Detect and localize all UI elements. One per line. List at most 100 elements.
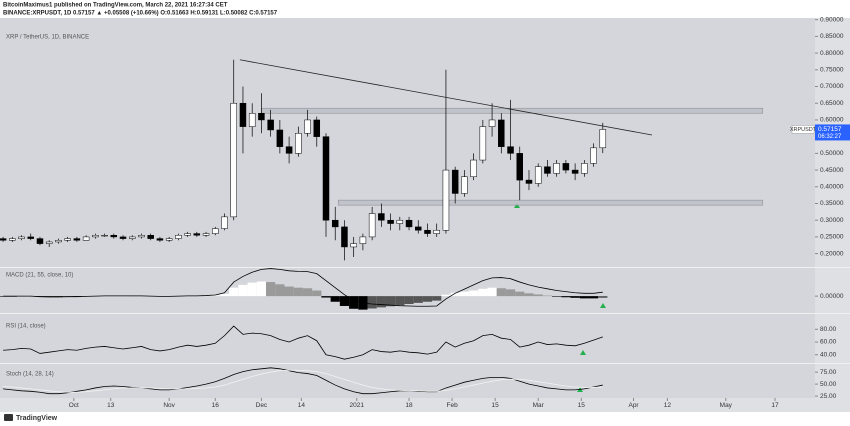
histogram-bar <box>422 296 433 302</box>
y-tick-label: 0.35000 <box>820 200 844 207</box>
candle-body <box>248 113 256 127</box>
histogram-bar <box>256 281 267 297</box>
candle-body <box>165 238 173 241</box>
candle-body <box>553 163 560 174</box>
candle-body <box>239 102 247 127</box>
candle-body <box>82 236 90 241</box>
histogram-bar <box>441 294 451 297</box>
y-tick-label: 75.00 <box>820 369 837 376</box>
histogram-bar <box>478 288 488 297</box>
x-tick-label: 16 <box>212 402 220 409</box>
histogram-bar <box>561 296 571 298</box>
histogram-bar <box>505 289 516 297</box>
y-tick-label: 25.00 <box>820 393 837 400</box>
candle-body <box>424 229 431 234</box>
candle-body <box>184 233 191 236</box>
candle-body <box>525 179 533 184</box>
x-tick-label: Dec <box>256 402 268 409</box>
pane-title: MACD (21, 55, close, 10) <box>6 273 73 279</box>
histogram-bar <box>330 296 340 302</box>
y-tick-label: 0.65000 <box>820 100 844 107</box>
candle-body <box>258 113 265 121</box>
x-tick-label: 14 <box>298 402 306 409</box>
symbol-box <box>791 125 815 134</box>
candle-body <box>267 119 274 131</box>
indicator-line <box>3 325 603 360</box>
candle-body <box>405 219 413 228</box>
y-tick-label: 0.50000 <box>820 150 844 157</box>
candle-body <box>470 159 477 178</box>
candle-body <box>516 153 524 181</box>
candle-body <box>295 133 302 154</box>
y-tick-label: 0.25000 <box>820 234 844 241</box>
candle-body <box>45 241 53 244</box>
candle-body <box>119 236 127 239</box>
candle-body <box>488 119 496 127</box>
candle-body <box>175 234 182 239</box>
candle-body <box>581 163 588 174</box>
zone <box>261 107 764 114</box>
histogram-bar <box>44 296 54 297</box>
candle-body <box>128 236 136 239</box>
x-tick-label: Nov <box>163 402 175 409</box>
candle-body <box>396 219 404 224</box>
candle-body <box>92 234 99 238</box>
x-tick-label: May <box>720 402 733 409</box>
histogram-bar <box>210 295 220 297</box>
candle-body <box>479 126 487 161</box>
histogram-bar <box>487 287 497 297</box>
candle-body <box>341 226 348 248</box>
candle-body <box>36 238 44 244</box>
histogram-bar <box>266 282 276 297</box>
histogram-bar <box>247 282 257 297</box>
indicator-line <box>3 369 603 393</box>
histogram-bar <box>432 296 442 301</box>
histogram-bar <box>238 284 248 297</box>
candle-body <box>285 146 293 154</box>
y-tick-label: 80.00 <box>820 326 837 333</box>
histogram-bar <box>53 296 64 297</box>
x-tick-label: Mar <box>533 402 545 409</box>
candle-body <box>202 233 210 236</box>
x-tick-label: 15 <box>492 402 500 409</box>
y-tick-label: 0.30000 <box>820 217 844 224</box>
y-tick-label: 0.80000 <box>820 50 844 57</box>
candle-body <box>73 238 81 241</box>
histogram-bar <box>385 296 396 307</box>
candle-body <box>599 129 607 149</box>
candle-body <box>110 234 118 238</box>
candle-body <box>415 226 422 231</box>
histogram-bar <box>293 287 303 297</box>
candle-body <box>498 119 505 147</box>
histogram-bar <box>588 296 599 299</box>
candle-body <box>221 216 228 229</box>
candle-body <box>562 163 570 171</box>
y-tick-label: 0.90000 <box>820 16 844 23</box>
indicator-line <box>3 268 603 307</box>
last-price-box <box>815 124 850 141</box>
y-tick-label: 0.60000 <box>820 117 844 124</box>
histogram-bar <box>367 296 377 309</box>
symbol-label: XRPUSDT <box>790 127 817 133</box>
pane-title: XRP / TetherUS, 1D, BINANCE <box>6 35 89 41</box>
histogram-bar <box>515 291 525 297</box>
signal-arrow <box>514 203 520 208</box>
candle-body <box>9 238 16 241</box>
zone <box>338 199 764 206</box>
x-tick-label: Apr <box>628 402 639 409</box>
y-tick-label: 0.70000 <box>820 83 844 90</box>
candle-body <box>590 147 597 164</box>
x-tick-label: Oct <box>69 402 79 409</box>
histogram-bar <box>496 288 506 297</box>
candle-body <box>507 146 514 154</box>
histogram-bar <box>469 290 479 297</box>
x-tick-label: 17 <box>771 402 779 409</box>
histogram-bar <box>275 284 285 297</box>
histogram-bar <box>413 296 423 303</box>
histogram-bar <box>542 295 553 297</box>
x-tick-label: 18 <box>405 402 413 409</box>
pane-title: RSI (14, close) <box>6 324 46 330</box>
histogram-bar <box>312 290 322 297</box>
candle-body <box>534 166 542 184</box>
histogram-bar <box>229 287 239 297</box>
